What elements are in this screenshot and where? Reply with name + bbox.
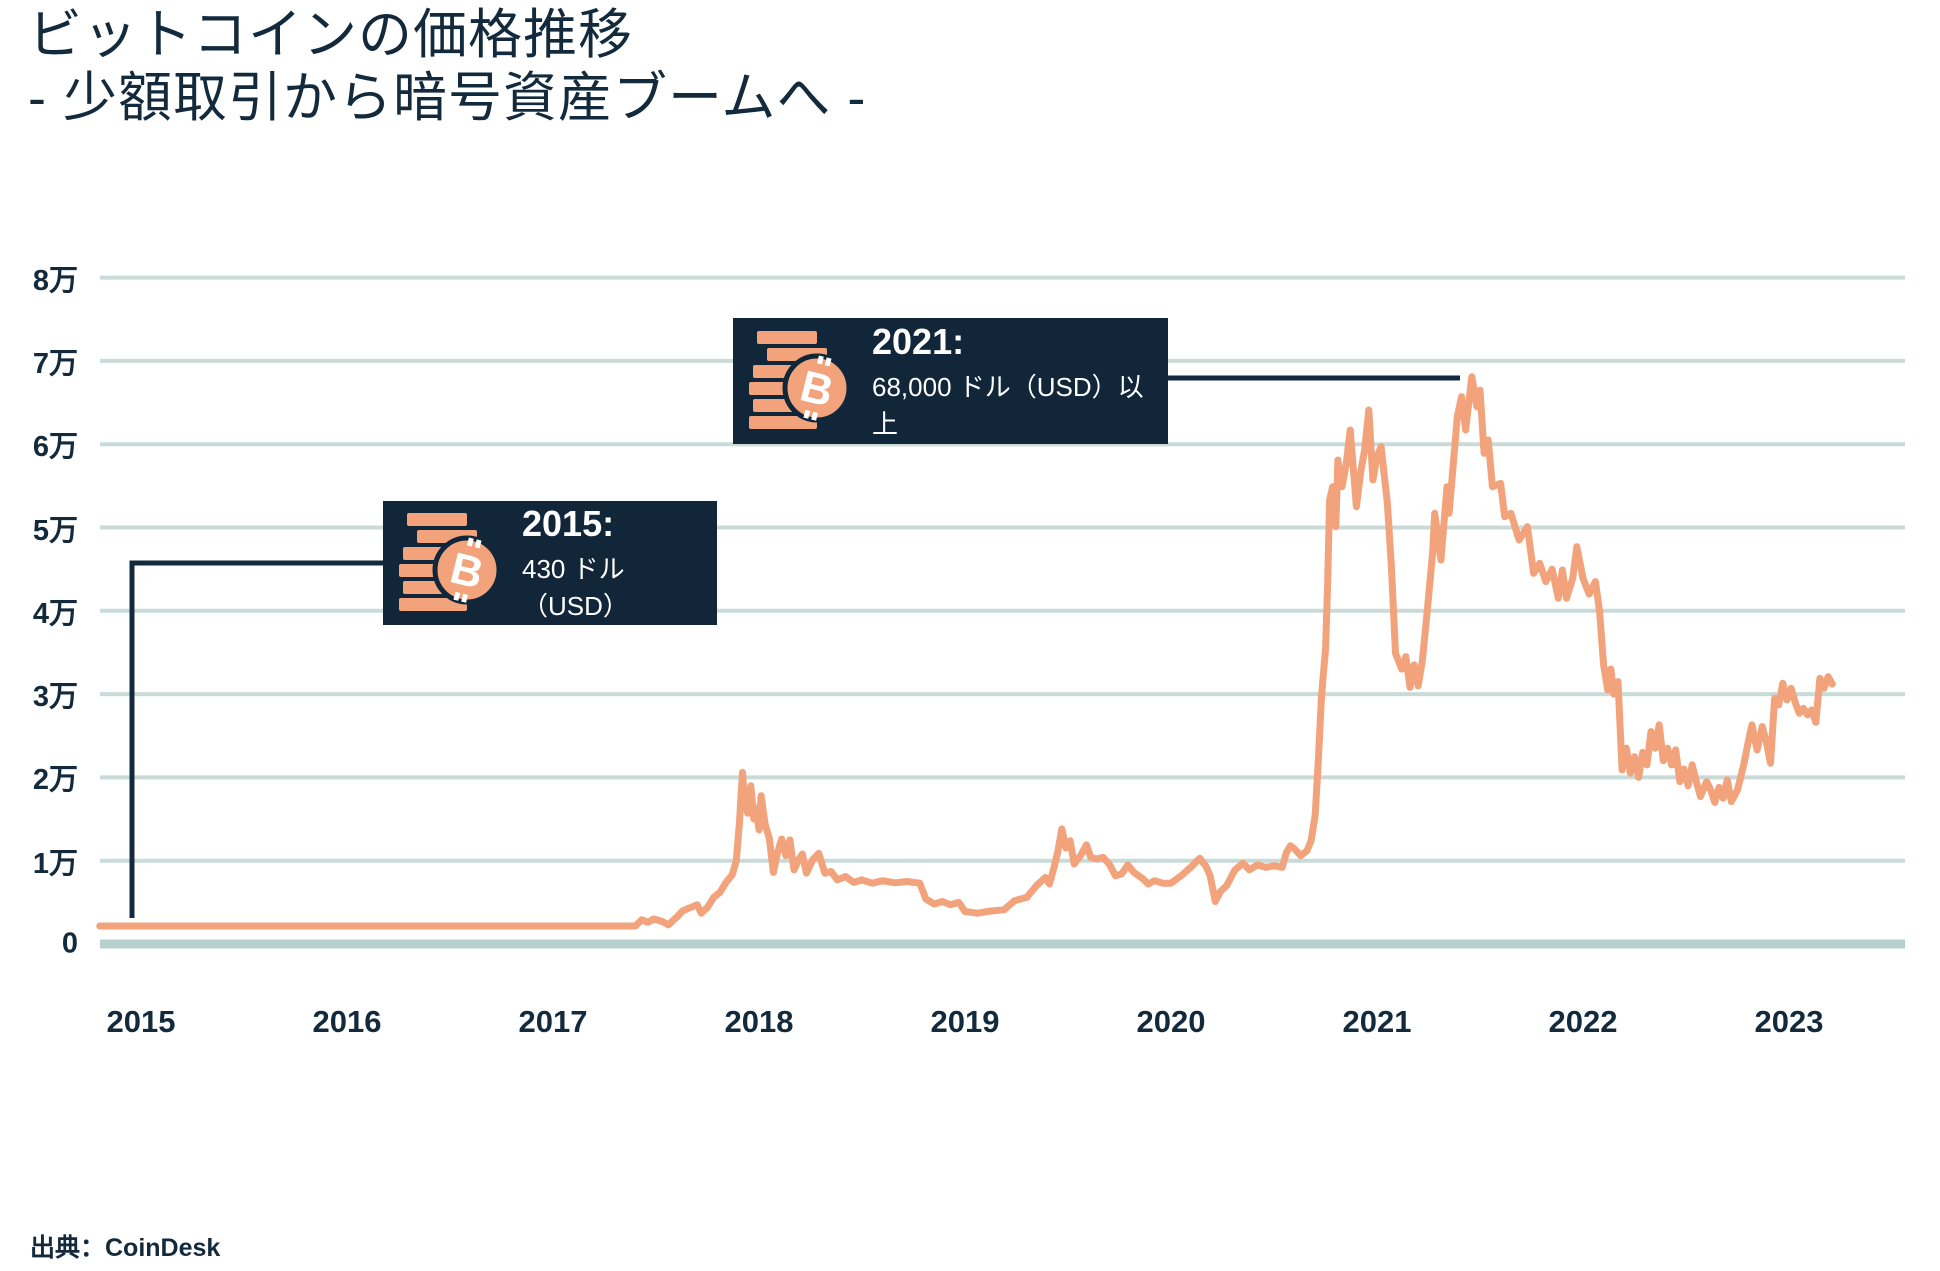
callout-2021-value: 68,000 ドル（USD）以上	[872, 371, 1144, 439]
gridline-zero	[100, 939, 1905, 949]
y-tick-8: 8万	[32, 264, 78, 297]
y-tick-5: 5万	[32, 514, 78, 547]
x-tick-2016: 2016	[312, 1004, 382, 1039]
title-line-1: ビットコインの価格推移	[28, 5, 633, 65]
y-tick-3: 3万	[32, 681, 78, 714]
source-credit: 出典：CoinDesk	[30, 1234, 221, 1262]
callout-2021-year: 2021:	[872, 321, 965, 363]
bitcoin-coin-stack-icon: B	[749, 331, 852, 429]
page-title: ビットコインの価格推移 - 少額取引から暗号資産ブームへ -	[28, 4, 866, 130]
title-line-2: - 少額取引から暗号資産ブームへ -	[28, 68, 867, 129]
x-tick-2023: 2023	[1754, 1004, 1824, 1039]
x-tick-2015: 2015	[106, 1004, 176, 1039]
bitcoin-coin-stack-icon: B	[399, 513, 502, 611]
x-tick-2019: 2019	[930, 1004, 1000, 1039]
callout-2015: B 2015: 430 ドル（USD）	[383, 501, 717, 625]
callout-2021: B 2021: 68,000 ドル（USD）以上	[733, 318, 1168, 444]
callout-2015-value: 430 ドル（USD）	[522, 553, 629, 621]
y-tick-7: 7万	[32, 347, 78, 380]
y-tick-2: 2万	[32, 764, 78, 797]
x-tick-2018: 2018	[724, 1004, 794, 1039]
x-tick-2021: 2021	[1342, 1004, 1412, 1039]
y-tick-6: 6万	[32, 431, 78, 464]
y-tick-4: 4万	[32, 597, 78, 630]
x-tick-2020: 2020	[1136, 1004, 1206, 1039]
y-tick-0: 0	[61, 927, 78, 960]
btc-price-line	[96, 373, 1836, 930]
y-tick-1: 1万	[32, 847, 78, 880]
x-tick-2017: 2017	[518, 1004, 588, 1039]
callout-2015-year: 2015:	[522, 503, 615, 545]
callout-2015-connector	[129, 560, 383, 918]
x-tick-2022: 2022	[1548, 1004, 1618, 1039]
